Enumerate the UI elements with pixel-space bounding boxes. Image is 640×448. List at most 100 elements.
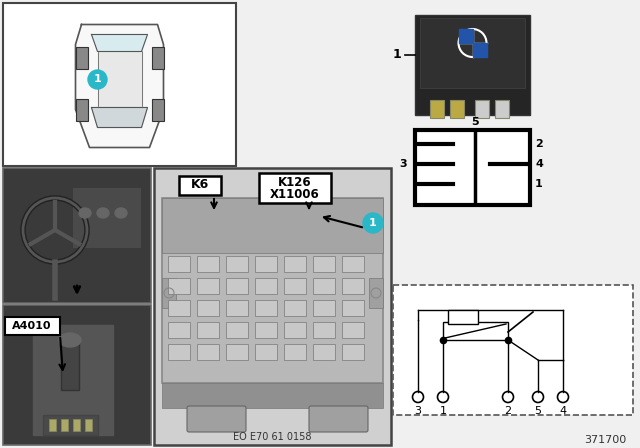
Bar [259,173,331,203]
Bar [393,285,633,415]
Bar [420,18,525,88]
Bar [152,47,163,69]
Bar [43,415,98,435]
Bar [255,322,277,338]
FancyBboxPatch shape [309,406,368,432]
Bar [168,300,190,316]
Bar [313,300,335,316]
Bar [226,322,248,338]
Bar [255,278,277,294]
Text: 1: 1 [93,74,101,85]
Bar [448,310,478,324]
Bar [49,419,56,431]
Bar [85,419,92,431]
Bar [313,322,335,338]
Bar [76,99,88,121]
Polygon shape [458,29,472,43]
Text: K126: K126 [278,176,312,189]
Text: 4: 4 [535,159,543,169]
Bar [162,278,176,308]
Text: 4: 4 [559,406,566,416]
Bar [342,344,364,360]
Bar [284,322,306,338]
Bar [61,340,79,390]
Bar [342,322,364,338]
Bar [342,300,364,316]
Bar [495,100,509,118]
Bar [168,344,190,360]
Bar [162,383,383,408]
Text: 1: 1 [369,218,377,228]
Bar [73,188,141,248]
Bar [415,15,530,115]
Bar [168,256,190,272]
Bar [415,130,530,205]
Bar [430,100,444,118]
Text: 5: 5 [534,406,541,416]
Bar [3,168,151,303]
Bar [342,256,364,272]
Bar [179,176,221,195]
Polygon shape [76,25,163,147]
Bar [313,256,335,272]
Bar [154,168,391,445]
Bar [152,99,163,121]
Polygon shape [92,108,147,128]
Bar [475,100,489,118]
Bar [284,278,306,294]
Text: EO E70 61 0158: EO E70 61 0158 [233,432,312,442]
Bar [162,198,383,253]
FancyBboxPatch shape [187,406,246,432]
Bar [313,278,335,294]
Text: 3: 3 [399,159,407,169]
Bar [284,256,306,272]
Bar [443,322,508,340]
Bar [197,256,219,272]
Bar [5,317,60,335]
Polygon shape [472,43,486,57]
Bar [450,100,464,118]
Polygon shape [92,34,147,52]
Text: 2: 2 [504,406,511,416]
Bar [313,344,335,360]
Ellipse shape [115,208,127,218]
Text: X11006: X11006 [270,189,320,202]
Bar [197,278,219,294]
Bar [33,325,113,435]
Bar [284,300,306,316]
Text: 1: 1 [440,406,447,416]
Bar [3,305,151,445]
Text: 3: 3 [415,406,422,416]
Bar [197,344,219,360]
Bar [284,344,306,360]
Bar [73,419,80,431]
Ellipse shape [97,208,109,218]
Bar [255,256,277,272]
Bar [162,198,383,383]
Circle shape [88,70,107,89]
Bar [3,3,236,166]
Bar [255,344,277,360]
Bar [168,322,190,338]
Text: 2: 2 [535,139,543,149]
Text: 1: 1 [535,179,543,189]
Bar [61,419,68,431]
Bar [76,47,88,69]
Circle shape [363,213,383,233]
Bar [369,278,383,308]
Ellipse shape [59,333,81,347]
Text: K6: K6 [191,178,209,191]
Text: 5: 5 [471,117,479,127]
Bar [197,322,219,338]
Text: A4010: A4010 [12,321,52,331]
Bar [197,300,219,316]
Text: 1: 1 [392,48,401,61]
Bar [226,278,248,294]
Bar [342,278,364,294]
Bar [226,256,248,272]
Ellipse shape [79,208,91,218]
Bar [255,300,277,316]
Polygon shape [97,52,141,108]
Bar [168,278,190,294]
Bar [226,344,248,360]
